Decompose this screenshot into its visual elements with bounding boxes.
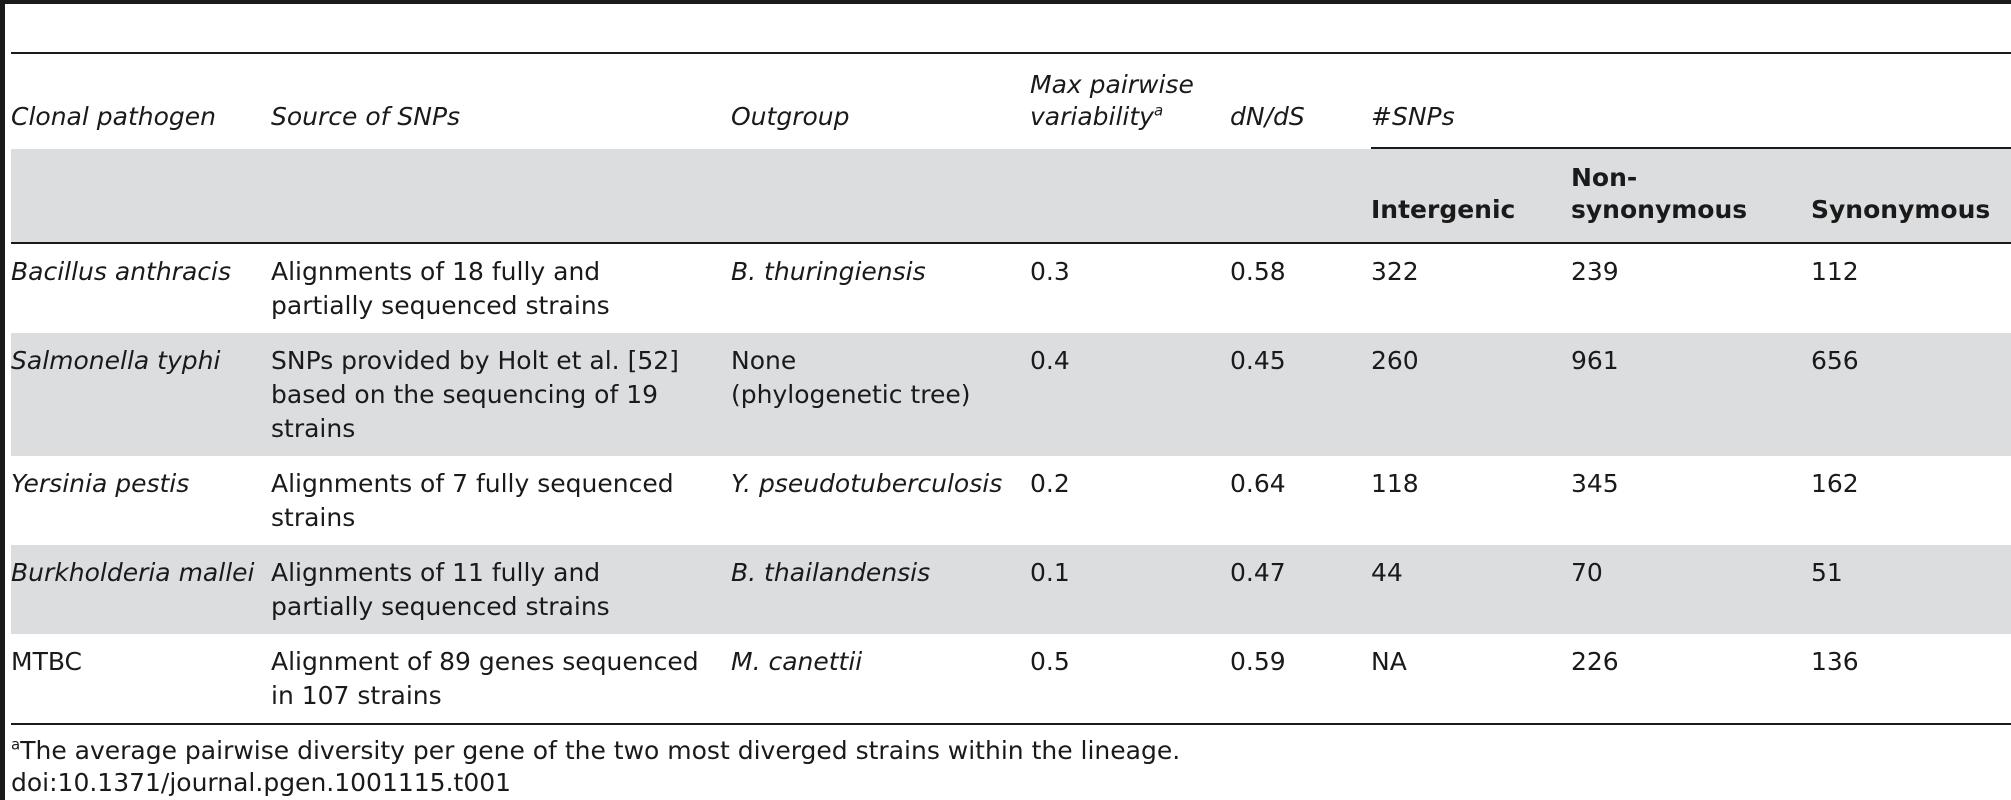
max-var-cell: 0.3 — [1030, 257, 1070, 286]
col-header-outgroup: Outgroup — [731, 52, 1030, 149]
pathogen-cell: Yersinia pestis — [11, 469, 190, 498]
dnds-cell: 0.64 — [1230, 469, 1286, 498]
col-header-intergenic: Intergenic — [1371, 149, 1571, 244]
intergenic-cell: 260 — [1371, 333, 1571, 456]
outgroup-cell: M. canettii — [731, 634, 1030, 725]
left-border — [0, 0, 5, 800]
nonsyn-cell: 239 — [1571, 257, 1619, 286]
nonsyn-cell: 345 — [1571, 469, 1619, 498]
max-var-cell: 0.1 — [1030, 545, 1230, 634]
pathogen-cell: Bacillus anthracis — [11, 257, 231, 286]
top-border — [0, 0, 2011, 4]
header-row: Clonal pathogen Source of SNPs Outgroup … — [11, 52, 2011, 149]
max-var-cell: 0.5 — [1030, 634, 1230, 725]
source-cell: Alignments of 11 fully and partially sequ… — [271, 545, 731, 634]
max-pairwise-line2: variability — [1030, 102, 1154, 131]
source-cell: Alignments of 18 fully and partially sequ… — [271, 257, 610, 320]
intergenic-cell: 322 — [1371, 257, 1419, 286]
doi-link: doi:10.1371/journal.pgen.1001115.t001 — [11, 768, 512, 797]
dnds-cell: 0.45 — [1230, 333, 1371, 456]
syn-cell: 162 — [1811, 469, 1859, 498]
intergenic-cell: 44 — [1371, 545, 1571, 634]
outgroup-cell: B. thailandensis — [731, 545, 1030, 634]
syn-cell: 112 — [1811, 257, 1859, 286]
footnote-marker: a — [1153, 101, 1164, 120]
source-cell: Alignment of 89 genes sequenced in 107 st… — [271, 634, 731, 725]
pathogen-cell: MTBC — [11, 634, 271, 725]
table-row: MTBC Alignment of 89 genes sequenced in 1… — [11, 634, 2011, 725]
col-header-max-pairwise-variability: Max pairwise variabilitya — [1030, 52, 1230, 149]
snp-table: Clonal pathogen Source of SNPs Outgroup … — [11, 52, 2011, 725]
table-row: Salmonella typhi SNPs provided by Holt e… — [11, 333, 2011, 456]
table-row: Yersinia pestis Alignments of 7 fully se… — [11, 456, 2011, 545]
table-row: Bacillus anthracis Alignments of 18 full… — [11, 243, 2011, 333]
syn-cell: 656 — [1811, 333, 2011, 456]
max-var-cell: 0.4 — [1030, 333, 1230, 456]
intergenic-cell: 118 — [1371, 469, 1419, 498]
snps-label: #SNPs — [1371, 102, 1455, 131]
outgroup-cell: None (phylogenetic tree) — [731, 333, 1030, 456]
outgroup-cell: B. thuringiensis — [731, 257, 926, 286]
max-var-cell: 0.2 — [1030, 469, 1070, 498]
dnds-cell: 0.58 — [1230, 257, 1286, 286]
syn-cell: 51 — [1811, 545, 2011, 634]
nonsyn-cell: 70 — [1571, 545, 1811, 634]
nonsyn-cell: 226 — [1571, 634, 1811, 725]
source-cell: Alignments of 7 fully sequenced strains — [271, 469, 674, 532]
subheader-row: Intergenic Non- synonymous Synonymous — [11, 149, 2011, 244]
snps-underline — [1371, 147, 2011, 149]
nonsyn-cell: 961 — [1571, 333, 1811, 456]
col-header-source-of-snps: Source of SNPs — [271, 52, 731, 149]
outgroup-cell: Y. pseudotuberculosis — [731, 469, 1003, 498]
footnote-marker: a — [11, 735, 21, 754]
intergenic-cell: NA — [1371, 634, 1571, 725]
table-row: Burkholderia mallei Alignments of 11 ful… — [11, 545, 2011, 634]
source-cell: SNPs provided by Holt et al. [52] based o… — [271, 333, 731, 456]
non-synonymous-line2: synonymous — [1571, 195, 1748, 224]
non-synonymous-line1: Non- — [1571, 163, 1638, 192]
dnds-cell: 0.47 — [1230, 545, 1371, 634]
syn-cell: 136 — [1811, 634, 2011, 725]
col-header-snps: #SNPs — [1371, 52, 2011, 149]
dnds-cell: 0.59 — [1230, 634, 1371, 725]
table-footnote: aThe average pairwise diversity per gene… — [11, 735, 1180, 767]
footnote-text: The average pairwise diversity per gene … — [20, 736, 1181, 765]
col-header-clonal-pathogen: Clonal pathogen — [11, 52, 271, 149]
pathogen-cell: Burkholderia mallei — [11, 545, 271, 634]
col-header-non-synonymous: Non- synonymous — [1571, 149, 1811, 244]
max-pairwise-line1: Max pairwise — [1030, 70, 1194, 99]
pathogen-cell: Salmonella typhi — [11, 333, 271, 456]
col-header-synonymous: Synonymous — [1811, 149, 2011, 244]
col-header-dnds: dN/dS — [1230, 52, 1371, 149]
